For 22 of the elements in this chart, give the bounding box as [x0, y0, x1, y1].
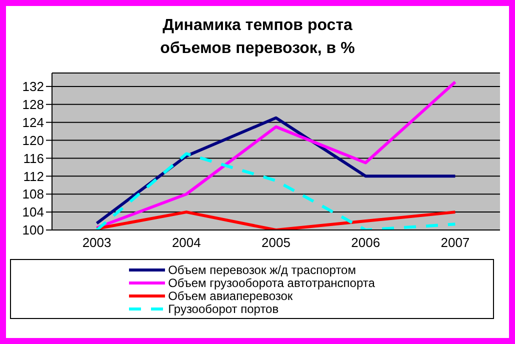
chart-title: Динамика темпов роста объемов перевозок, в % [159, 16, 356, 59]
x-tick-label: 2004 [172, 235, 201, 250]
x-tick-label: 2003 [82, 235, 112, 250]
y-tick-label: 116 [23, 150, 44, 166]
y-tick-label: 104 [22, 204, 44, 220]
y-tick-label: 124 [22, 114, 44, 130]
y-tick-label: 120 [22, 132, 44, 148]
y-tick-label: 100 [22, 222, 44, 238]
legend-label: Объем грузооборота автотранспорта [168, 276, 375, 290]
y-tick-label: 132 [22, 79, 44, 94]
y-tick-label: 108 [22, 186, 44, 202]
x-tick-label: 2007 [440, 235, 470, 250]
line-series [95, 80, 457, 230]
line-series [95, 152, 457, 230]
y-tick-label: 112 [23, 168, 44, 184]
legend-label: Грузооборот портов [168, 302, 279, 316]
line-series [95, 210, 457, 230]
legend-label: Объем перевозок ж/д траспортом [168, 262, 356, 276]
legend-label: Объем авиаперевозок [168, 288, 293, 302]
x-tick-label: 2006 [351, 235, 380, 250]
y-tick-label: 128 [22, 97, 44, 112]
x-tick-label: 2005 [262, 235, 290, 250]
